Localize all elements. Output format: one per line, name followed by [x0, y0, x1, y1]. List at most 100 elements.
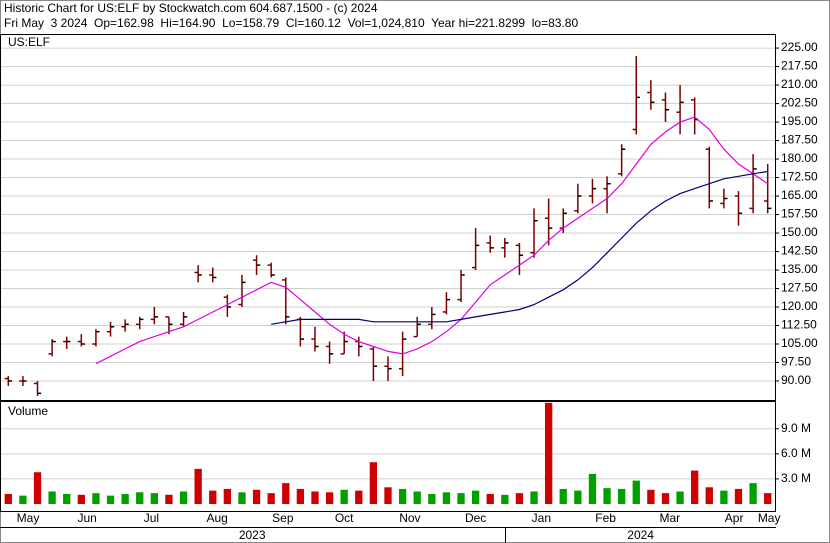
- volume-bar: [603, 488, 611, 504]
- x-tick-label: Dec: [465, 511, 486, 525]
- y-tick-label: 120.00: [781, 299, 818, 313]
- y-tick-label: 157.50: [781, 207, 818, 221]
- y-tick-label: 180.00: [781, 151, 818, 165]
- y-tick-label: 187.50: [781, 133, 818, 147]
- volume-bar: [282, 483, 290, 504]
- volume-bar: [369, 462, 378, 504]
- y-tick-label: 97.50: [781, 355, 811, 369]
- volume-bar: [165, 494, 173, 504]
- x-tick-label: Nov: [399, 511, 420, 525]
- x-tick-label: Mar: [660, 511, 681, 525]
- volume-bar: [632, 480, 640, 504]
- volume-bar: [48, 491, 56, 504]
- volume-bar: [530, 491, 538, 504]
- volume-bar: [179, 491, 188, 504]
- y-tick-label: 165.00: [781, 188, 818, 202]
- y-tick-label: 6.0 M: [781, 446, 811, 460]
- moving-average: [271, 170, 768, 325]
- volume-bar: [720, 490, 728, 504]
- y-tick-label: 9.0 M: [781, 421, 811, 435]
- volume-panel: [0, 401, 776, 512]
- volume-bar: [19, 495, 27, 504]
- volume-bar: [486, 493, 494, 504]
- y-tick-label: 202.50: [781, 96, 818, 110]
- volume-bar: [340, 489, 348, 504]
- volume-bar: [106, 495, 115, 504]
- volume-bar: [691, 470, 699, 504]
- volume-bar: [398, 488, 407, 504]
- x-tick-label: Sep: [272, 511, 294, 525]
- x-tick-label: Apr: [725, 511, 744, 525]
- y-tick-label: 105.00: [781, 336, 818, 350]
- year-label: 2023: [239, 528, 266, 542]
- volume-bar: [515, 493, 524, 504]
- volume-bar: [428, 493, 436, 504]
- volume-bar: [705, 487, 713, 504]
- volume-bar: [223, 488, 232, 504]
- volume-bar: [501, 494, 509, 504]
- x-tick-label: Jul: [144, 511, 159, 525]
- marks: [4, 55, 772, 504]
- volume-bar: [77, 494, 85, 504]
- volume-bar: [618, 488, 626, 504]
- volume-bar: [311, 491, 319, 504]
- volume-bar: [150, 493, 158, 504]
- volume-bar: [384, 487, 392, 504]
- volume-bar: [734, 488, 743, 504]
- y-tick-label: 210.00: [781, 77, 818, 91]
- x-tick-label: Jun: [77, 511, 96, 525]
- volume-bar: [544, 402, 553, 504]
- chart-subtitle: Fri May 3 2024 Op=162.98 Hi=164.90 Lo=15…: [4, 16, 578, 30]
- volume-bar: [574, 490, 582, 504]
- volume-bar: [4, 493, 12, 504]
- x-tick-label: May: [758, 511, 781, 525]
- y-tick-label: 112.50: [781, 318, 817, 332]
- x-tick-label: May: [17, 511, 40, 525]
- y-tick-label: 127.50: [781, 281, 818, 295]
- x-tick-label: Jan: [532, 511, 551, 525]
- volume-label: Volume: [8, 404, 48, 418]
- volume-bar: [63, 493, 71, 504]
- volume-bar: [764, 493, 772, 504]
- volume-bar: [676, 491, 684, 504]
- y-tick-label: 225.00: [781, 40, 818, 54]
- volume-bar: [749, 483, 757, 504]
- y-tick-label: 195.00: [781, 114, 818, 128]
- volume-bar: [559, 488, 567, 504]
- price-panel: [0, 34, 776, 401]
- volume-bar: [413, 491, 421, 504]
- volume-bar: [92, 493, 100, 504]
- y-tick-label: 90.00: [781, 373, 811, 387]
- volume-bar: [296, 488, 305, 504]
- volume-bar: [121, 493, 129, 504]
- y-tick-label: 217.50: [781, 59, 818, 73]
- x-tick-label: Aug: [206, 511, 227, 525]
- moving-average: [95, 116, 769, 365]
- symbol-label: US:ELF: [8, 35, 50, 49]
- volume-bar: [442, 492, 451, 504]
- y-tick-label: 135.00: [781, 262, 818, 276]
- y-tick-label: 142.50: [781, 244, 818, 258]
- volume-bar: [661, 493, 670, 504]
- volume-bar: [267, 493, 275, 504]
- volume-bar: [136, 492, 144, 504]
- y-tick-label: 150.00: [781, 225, 818, 239]
- y-tick-label: 172.50: [781, 170, 818, 184]
- y-tick-label: 3.0 M: [781, 471, 811, 485]
- volume-bar: [209, 490, 217, 504]
- volume-bar: [647, 489, 655, 504]
- volume-bar: [33, 472, 42, 504]
- volume-bar: [588, 473, 597, 504]
- chart-title: Historic Chart for US:ELF by Stockwatch.…: [4, 1, 378, 15]
- volume-bar: [471, 490, 480, 504]
- volume-bar: [252, 489, 261, 504]
- year-label: 2024: [627, 528, 654, 542]
- x-tick-label: Feb: [595, 511, 616, 525]
- volume-bar: [238, 492, 246, 504]
- volume-bar: [457, 493, 465, 504]
- volume-bar: [355, 490, 363, 504]
- volume-bar: [194, 468, 202, 504]
